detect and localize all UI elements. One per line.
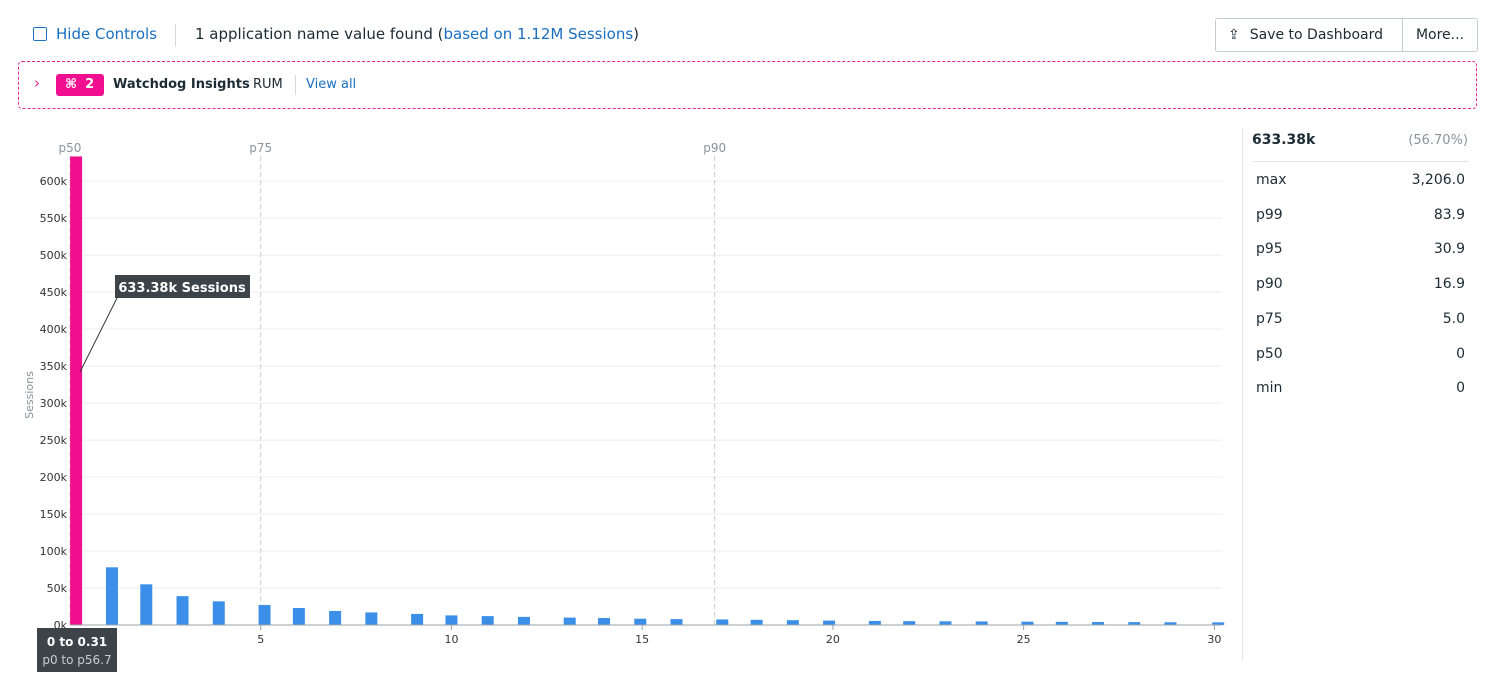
stats-rule	[1252, 161, 1469, 162]
bar	[634, 618, 647, 625]
expand-chevron[interactable]: ›	[34, 74, 40, 92]
bar	[329, 610, 342, 625]
stats-value: 0	[1456, 345, 1465, 362]
stats-percent: (56.70%)	[1408, 133, 1468, 148]
bar	[1092, 621, 1105, 625]
summary: 1 application name value found (based on…	[195, 25, 639, 43]
y-tick-label: 400k	[40, 323, 68, 336]
summary-text: 1 application name value found (	[195, 25, 444, 43]
percentile-label: p50	[59, 141, 82, 155]
bar	[939, 621, 952, 625]
bar	[563, 617, 576, 625]
stats-label: p75	[1256, 310, 1283, 327]
bar	[411, 613, 424, 625]
bar	[598, 617, 611, 625]
badge-count: 2	[85, 77, 95, 92]
bar	[823, 620, 836, 625]
bar	[975, 621, 988, 625]
stats-label: min	[1256, 380, 1283, 397]
stats-label: p95	[1256, 241, 1283, 258]
watchdog-tag: RUM	[253, 77, 283, 92]
upload-icon: ⇪	[1228, 27, 1240, 43]
range-tooltip	[37, 628, 117, 672]
y-tick-label: 300k	[40, 397, 68, 410]
y-tick-label: 350k	[40, 360, 68, 373]
bar	[903, 621, 916, 625]
divider	[175, 24, 176, 46]
stats-label: p50	[1256, 345, 1283, 362]
x-tick-label: 20	[826, 633, 840, 646]
watchdog-banner	[18, 61, 1477, 109]
stats-label: p99	[1256, 206, 1283, 223]
bar	[481, 616, 494, 625]
y-tick-label: 100k	[40, 545, 68, 558]
bar	[670, 619, 683, 625]
bar	[212, 601, 225, 625]
stats-value: 3,206.0	[1411, 172, 1465, 188]
bar	[258, 605, 271, 625]
stats-label: p90	[1256, 276, 1283, 293]
bar	[1128, 622, 1141, 625]
save-label: Save to Dashboard	[1249, 27, 1384, 43]
y-tick-label: 450k	[40, 286, 68, 299]
bar	[786, 620, 799, 625]
y-tick-label: 500k	[40, 249, 68, 262]
y-tick-label: 150k	[40, 508, 68, 521]
range-text: 0 to 0.31	[47, 635, 107, 649]
tooltip-box	[115, 275, 250, 298]
bar	[292, 607, 305, 625]
hide-controls[interactable]: Hide Controls	[56, 25, 158, 43]
divider	[295, 75, 296, 95]
x-tick-label: 30	[1207, 633, 1221, 646]
percentile-range-text: p0 to p56.7	[42, 653, 111, 667]
x-tick-label: 15	[635, 633, 649, 646]
bar	[868, 620, 881, 625]
panel-divider	[1242, 128, 1243, 660]
stats-value: 16.9	[1433, 276, 1465, 293]
bar	[140, 584, 153, 625]
x-tick-label: 25	[1017, 633, 1031, 646]
bar	[1212, 622, 1225, 625]
x-tick-label: 5	[257, 633, 264, 646]
bar	[365, 612, 378, 625]
percentile-label: p75	[249, 141, 272, 155]
summary-link[interactable]: based on 1.12M Sessions	[443, 25, 634, 43]
percentile-label: p90	[703, 141, 726, 155]
y-tick-label: 50k	[47, 582, 68, 595]
save-button[interactable]: ⇪ Save to Dashboard	[1215, 18, 1403, 52]
watchdog-badge: ⌘ 2	[56, 74, 104, 96]
bar	[176, 596, 189, 625]
binoculars-icon: ⌘	[65, 77, 78, 92]
bar	[1055, 621, 1068, 625]
x-tick-label: 10	[444, 633, 458, 646]
tooltip-text: 633.38k Sessions	[118, 281, 246, 296]
stats-label: max	[1256, 172, 1287, 188]
bar	[105, 567, 118, 625]
y-tick-label: 600k	[40, 175, 68, 188]
y-axis-label: Sessions	[23, 371, 36, 419]
bar	[750, 619, 763, 625]
stats-value: 30.9	[1433, 241, 1465, 258]
stats-value: 5.0	[1442, 310, 1465, 327]
bar	[445, 615, 458, 625]
y-tick-label: 200k	[40, 471, 68, 484]
bar	[1021, 621, 1034, 625]
stats-total: 633.38k	[1252, 132, 1316, 148]
summary-end: )	[633, 25, 639, 43]
bar	[1164, 622, 1177, 625]
watchdog-title: Watchdog Insights	[113, 77, 250, 92]
tooltip-pointer	[79, 297, 118, 373]
bar	[517, 616, 530, 625]
bar	[70, 156, 83, 625]
stats-value: 0	[1456, 380, 1465, 397]
more-button[interactable]: More...	[1402, 18, 1478, 52]
y-tick-label: 250k	[40, 434, 68, 447]
bar	[716, 619, 729, 625]
y-tick-label: 550k	[40, 212, 68, 225]
view-all[interactable]: View all	[306, 77, 357, 92]
stats-value: 83.9	[1433, 206, 1465, 223]
collapse-icon[interactable]	[33, 27, 47, 41]
